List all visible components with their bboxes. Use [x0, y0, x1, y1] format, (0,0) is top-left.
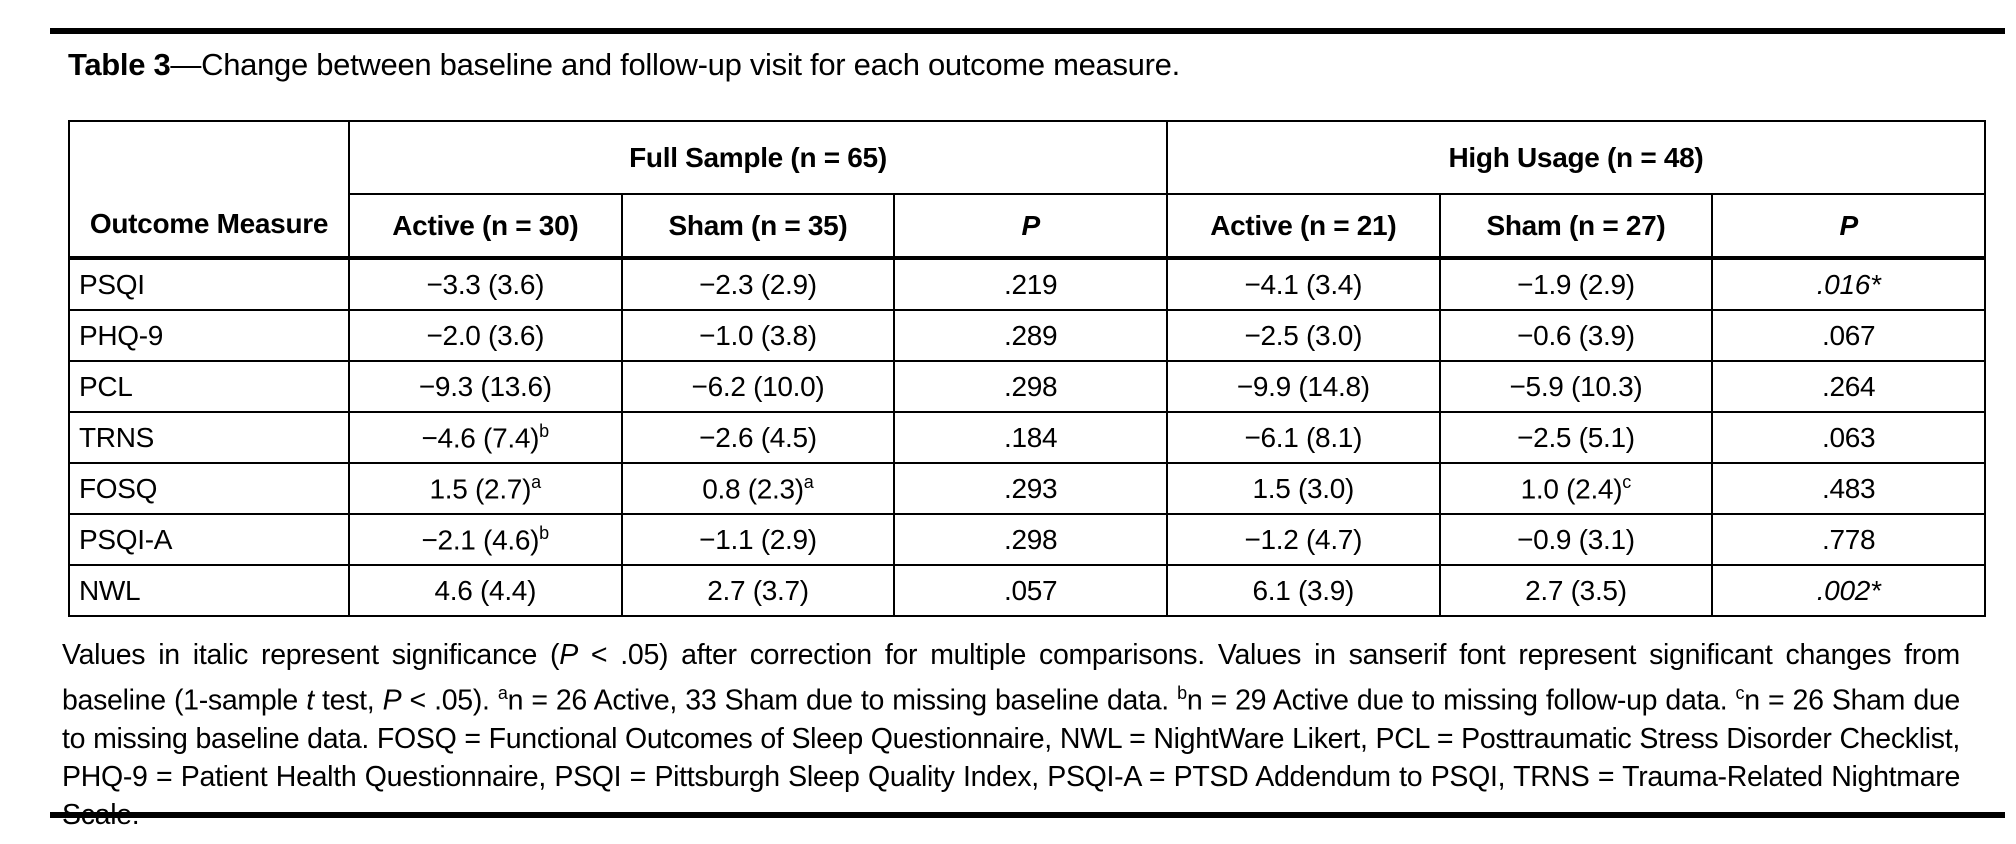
table-cell: .298	[893, 360, 1168, 413]
table-cell: .778	[1711, 513, 1986, 566]
table-cell: 1.5 (3.0)	[1165, 462, 1441, 515]
bottom-rule	[50, 812, 2005, 818]
table-row: NWL 4.6 (4.4) 2.7 (3.7) .057 6.1 (3.9) 2.7 (3…	[68, 564, 1986, 617]
group-header-high-usage: High Usage (n = 48)	[1165, 120, 1987, 195]
table-cell: −2.1 (4.6)b	[348, 513, 623, 566]
col-header-active-high: Active (n = 21)	[1165, 193, 1441, 260]
table-cell: −1.0 (3.8)	[620, 309, 896, 362]
table-cell: .067	[1711, 309, 1986, 362]
table-row: TRNS −4.6 (7.4)b −2.6 (4.5) .184 −6.1 (8.1) −…	[68, 411, 1986, 464]
footnote-text: n = 26 Sham due to missing baseline data…	[62, 684, 1960, 831]
footnote-text: t	[306, 684, 314, 717]
row-label: TRNS	[68, 411, 350, 464]
table-cell: −3.3 (3.6)	[348, 257, 623, 311]
footnote-superscript: c	[1735, 683, 1745, 703]
row-label: PSQI-A	[68, 513, 350, 566]
table-cell: −4.6 (7.4)b	[348, 411, 623, 464]
table-cell: 2.7 (3.7)	[620, 564, 896, 617]
col-header-sham-full: Sham (n = 35)	[620, 193, 896, 260]
footnote-text: n = 26 Active, 33 Sham due to missing ba…	[507, 684, 1178, 717]
footnote-superscript: b	[1177, 683, 1187, 703]
table-cell: .219	[893, 257, 1168, 311]
group-header-row: Outcome Measure Full Sample (n = 65) Hig…	[68, 120, 1987, 260]
table-cell: −2.3 (2.9)	[620, 257, 896, 311]
table-title-number: Table 3	[68, 47, 171, 82]
table-cell: .483	[1711, 462, 1986, 515]
row-label: PCL	[68, 360, 350, 413]
table-cell: −2.0 (3.6)	[348, 309, 623, 362]
cell-superscript: c	[1622, 471, 1632, 492]
footnote-text: < .05) after correction for multiple com…	[62, 639, 1960, 717]
row-label: PHQ-9	[68, 309, 350, 362]
table-cell: −6.1 (8.1)	[1165, 411, 1441, 464]
footnote-text: P	[559, 639, 578, 671]
group-header-full-sample: Full Sample (n = 65)	[348, 120, 1168, 195]
top-rule	[50, 28, 2005, 34]
table-cell: 2.7 (3.5)	[1438, 564, 1714, 617]
table-cell: 1.0 (2.4)c	[1438, 462, 1714, 515]
table-row: FOSQ 1.5 (2.7)a 0.8 (2.3)a .293 1.5 (3.0) 1.0…	[68, 462, 1986, 515]
table-title: Table 3—Change between baseline and foll…	[68, 46, 1180, 84]
row-label: PSQI	[68, 257, 350, 311]
table-row: PSQI-A −2.1 (4.6)b −1.1 (2.9) .298 −1.2 (4.7…	[68, 513, 1986, 566]
row-label: FOSQ	[68, 462, 350, 515]
table-cell: .293	[893, 462, 1168, 515]
col-header-active-full: Active (n = 30)	[348, 193, 623, 260]
outcome-measures-table: Outcome Measure Full Sample (n = 65) Hig…	[68, 120, 1987, 617]
table-cell: −1.9 (2.9)	[1438, 257, 1714, 311]
table-cell: −1.2 (4.7)	[1165, 513, 1441, 566]
col-header-sham-high: Sham (n = 27)	[1438, 193, 1714, 260]
table-cell: .016*	[1711, 257, 1986, 311]
table-cell: .063	[1711, 411, 1986, 464]
table-cell: −2.6 (4.5)	[620, 411, 896, 464]
cell-superscript: a	[803, 471, 814, 492]
table-cell: .289	[893, 309, 1168, 362]
footnote-superscript: a	[497, 683, 508, 703]
table-cell: 6.1 (3.9)	[1165, 564, 1441, 617]
table-row: PCL −9.3 (13.6) −6.2 (10.0) .298 −9.9 (14.8)…	[68, 360, 1986, 413]
footnote-text: < .05).	[401, 684, 498, 717]
table-row: PHQ-9 −2.0 (3.6) −1.0 (3.8) .289 −2.5 (3.0) −…	[68, 309, 1986, 362]
table-cell: .057	[893, 564, 1168, 617]
col-header-p-full: P	[893, 193, 1168, 260]
table-cell: .184	[893, 411, 1168, 464]
row-label: NWL	[68, 564, 350, 617]
table-cell: .298	[893, 513, 1168, 566]
table-cell: −6.2 (10.0)	[620, 360, 896, 413]
table-cell: 0.8 (2.3)a	[620, 462, 896, 515]
footnote-text: Values in italic represent significance …	[62, 639, 560, 671]
table-cell: −9.3 (13.6)	[348, 360, 623, 413]
corner-header-outcome-measure: Outcome Measure	[68, 120, 350, 260]
table-cell: −1.1 (2.9)	[620, 513, 896, 566]
table-cell: −9.9 (14.8)	[1165, 360, 1441, 413]
col-header-p-high: P	[1711, 193, 1986, 260]
table-cell: −5.9 (10.3)	[1438, 360, 1714, 413]
cell-superscript: b	[539, 522, 550, 543]
table-cell: −4.1 (3.4)	[1165, 257, 1441, 311]
footnote-text: test,	[313, 684, 383, 717]
table-cell: −2.5 (3.0)	[1165, 309, 1441, 362]
table-cell: 4.6 (4.4)	[348, 564, 623, 617]
table-cell: −0.6 (3.9)	[1438, 309, 1714, 362]
sub-header-row: Active (n = 30) Sham (n = 35) P Active (…	[69, 193, 1986, 260]
table-title-caption: —Change between baseline and follow-up v…	[170, 47, 1180, 82]
table-cell: .002*	[1711, 564, 1986, 617]
table-row: PSQI −3.3 (3.6) −2.3 (2.9) .219 −4.1 (3.4) −1…	[68, 257, 1986, 311]
footnote: Values in italic represent significance …	[62, 636, 1960, 834]
cell-superscript: b	[539, 420, 550, 441]
table-cell: −0.9 (3.1)	[1438, 513, 1714, 566]
table-cell: 1.5 (2.7)a	[348, 462, 623, 515]
footnote-text: n = 29 Active due to missing follow-up d…	[1186, 684, 1736, 717]
cell-superscript: a	[531, 471, 542, 492]
table-cell: .264	[1711, 360, 1986, 413]
table-cell: −2.5 (5.1)	[1438, 411, 1714, 464]
footnote-text: P	[382, 684, 402, 717]
